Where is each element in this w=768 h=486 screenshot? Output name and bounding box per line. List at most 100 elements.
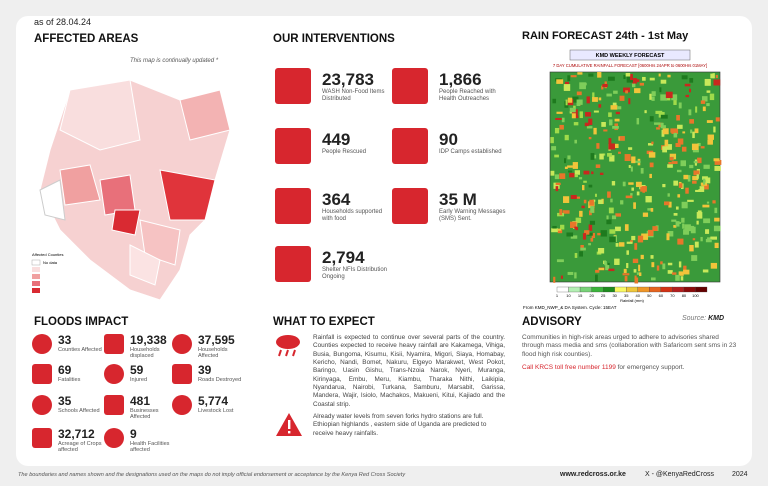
rain-patch bbox=[610, 105, 618, 110]
rain-patch bbox=[551, 146, 557, 151]
rain-patch bbox=[673, 225, 677, 228]
rain-patch bbox=[689, 244, 694, 252]
scale-swatch bbox=[603, 286, 615, 293]
rain-patch bbox=[604, 261, 607, 266]
rain-patch bbox=[610, 198, 613, 203]
rain-patch bbox=[690, 129, 693, 134]
rain-patch bbox=[649, 173, 652, 179]
rain-patch bbox=[713, 126, 716, 133]
rain-patch bbox=[634, 277, 639, 284]
impact-icon bbox=[32, 395, 52, 415]
rain-patch bbox=[572, 162, 578, 169]
intervention-value: 449 bbox=[322, 130, 351, 149]
rain-patch bbox=[598, 104, 602, 108]
rain-patch bbox=[579, 210, 583, 217]
rain-patch bbox=[588, 118, 593, 125]
rain-patch bbox=[647, 229, 654, 237]
rain-patch bbox=[556, 111, 563, 114]
impact-label: Households Affected bbox=[198, 347, 228, 360]
rain-patch bbox=[649, 93, 652, 100]
rain-patch bbox=[689, 164, 694, 169]
rain-patch bbox=[623, 74, 626, 80]
rain-patch bbox=[636, 191, 640, 196]
map-note: This map is continually updated * bbox=[130, 58, 219, 64]
source-label: Source: bbox=[682, 315, 707, 322]
rain-patch bbox=[630, 73, 633, 81]
rain-patch bbox=[550, 170, 555, 176]
rain-patch bbox=[692, 180, 697, 184]
scale-label: 35 bbox=[624, 293, 629, 298]
rain-patch bbox=[555, 117, 562, 120]
rain-patch bbox=[697, 142, 701, 147]
rain-patch bbox=[699, 186, 705, 192]
scale-swatch bbox=[649, 286, 661, 293]
rain-patch bbox=[706, 120, 713, 123]
rain-patch bbox=[710, 236, 718, 240]
rain-patch bbox=[593, 110, 599, 113]
rain-patch bbox=[709, 93, 715, 101]
rain-patch bbox=[585, 112, 591, 117]
scale-label: 25 bbox=[601, 293, 606, 298]
impact-value: 5,774 bbox=[198, 394, 229, 408]
rain-icon bbox=[276, 335, 300, 357]
rain-patch bbox=[575, 217, 582, 223]
scale-swatch bbox=[660, 286, 673, 293]
rain-patch bbox=[651, 96, 655, 101]
rain-patch bbox=[555, 186, 559, 192]
rain-patch bbox=[609, 155, 615, 162]
rain-patch bbox=[683, 229, 690, 235]
rain-patch bbox=[583, 199, 587, 204]
rain-patch bbox=[635, 181, 642, 188]
rain-patch bbox=[636, 118, 640, 125]
rain-patch bbox=[638, 264, 641, 272]
scale-swatch bbox=[683, 286, 696, 293]
impact-label: Fatalities bbox=[58, 377, 81, 383]
rain-patch bbox=[569, 107, 576, 113]
rain-patch bbox=[605, 263, 610, 271]
scale-swatch bbox=[695, 286, 708, 293]
rain-patch bbox=[573, 122, 579, 126]
rain-patch bbox=[649, 116, 654, 122]
rain-patch bbox=[602, 153, 606, 156]
rain-patch bbox=[557, 229, 563, 234]
section-title: ADVISORY bbox=[522, 316, 582, 328]
scale-label: 80 bbox=[682, 293, 687, 298]
rain-patch bbox=[570, 195, 577, 199]
rain-patch bbox=[640, 168, 644, 174]
rain-patch bbox=[607, 153, 612, 157]
rain-patch bbox=[588, 243, 591, 246]
rain-patch bbox=[678, 102, 682, 109]
rain-patch bbox=[694, 241, 699, 248]
rain-patch bbox=[571, 113, 576, 119]
rain-patch bbox=[590, 153, 595, 160]
rain-patch bbox=[714, 207, 718, 214]
rain-patch bbox=[567, 155, 571, 160]
rain-patch bbox=[613, 90, 618, 94]
rain-patch bbox=[704, 78, 711, 86]
rain-patch bbox=[564, 166, 568, 170]
rain-patch bbox=[570, 221, 577, 229]
rain-patch bbox=[598, 267, 605, 271]
rain-patch bbox=[683, 269, 690, 275]
hotline-number: Call KRCS toll free number 1199 bbox=[522, 364, 616, 371]
rain-patch bbox=[652, 226, 658, 232]
legend-label: No data bbox=[43, 260, 58, 265]
rain-patch bbox=[667, 231, 674, 237]
rain-patch bbox=[685, 187, 689, 194]
rain-patch bbox=[707, 134, 714, 140]
impact-icon bbox=[104, 364, 124, 384]
rain-patch bbox=[703, 218, 711, 224]
rain-patch bbox=[573, 105, 576, 110]
rain-patch bbox=[667, 164, 673, 168]
rain-patch bbox=[665, 91, 673, 99]
rain-patch bbox=[650, 208, 654, 212]
rain-patch bbox=[715, 117, 720, 122]
impact-label: Injured bbox=[130, 377, 148, 383]
rain-patch bbox=[696, 174, 699, 179]
rain-patch bbox=[623, 268, 627, 273]
rain-patch bbox=[660, 114, 668, 119]
rain-patch bbox=[632, 258, 639, 264]
rain-patch bbox=[656, 265, 660, 271]
section-title: WHAT TO EXPECT bbox=[273, 316, 375, 328]
